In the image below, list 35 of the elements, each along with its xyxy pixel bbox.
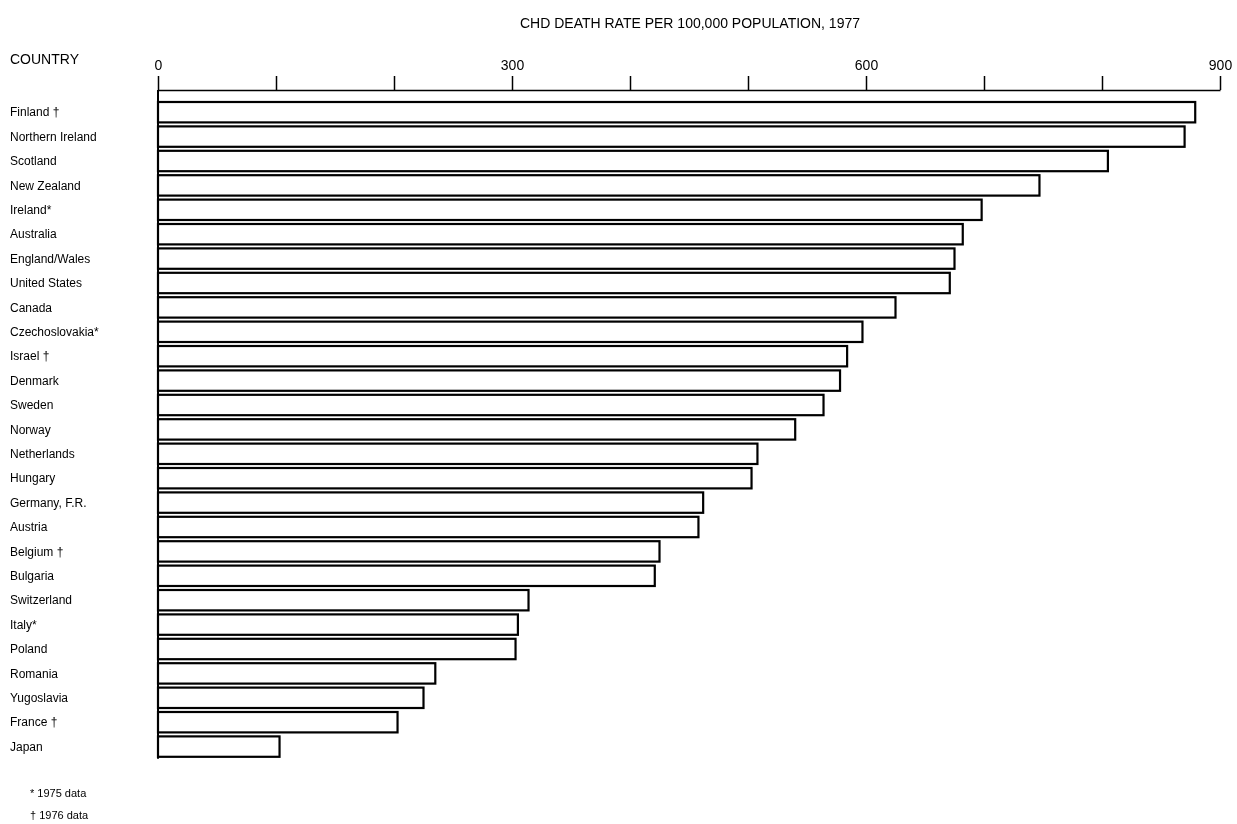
y-tick-label: Yugoslavia (10, 691, 69, 705)
y-tick-label: Belgium † (10, 544, 64, 559)
y-tick-label: Czechoslovakia* (10, 325, 100, 339)
y-tick-label: Canada (10, 300, 53, 315)
y-tick-label: Hungary (10, 471, 56, 486)
y-tick-label: Romania (10, 666, 59, 681)
y-tick-label: England/Wales (10, 251, 91, 266)
y-tick-label: Italy* (10, 617, 38, 632)
x-tick-label: 300 (500, 57, 525, 73)
y-tick-label: Scotland (10, 154, 57, 169)
chart-title: CHD DEATH RATE PER 100,000 POPULATION, 1977 (519, 15, 861, 31)
y-tick-label: Finland † (10, 105, 60, 120)
text: † 1976 data (30, 808, 89, 821)
y-tick-label: Australia (10, 227, 58, 242)
y-tick-label: Japan (10, 739, 43, 754)
y-tick-label: Denmark (10, 373, 60, 388)
y-tick-label: Israel † (10, 349, 50, 364)
y-tick-label: Bulgaria (10, 569, 55, 583)
y-tick-label: New Zealand (10, 178, 81, 193)
y-tick-label: Austria (10, 520, 48, 535)
x-tick-label: 0 (154, 57, 163, 73)
y-tick-label: France † (10, 715, 58, 730)
y-tick-label: Germany, F.R. (10, 495, 87, 510)
x-tick-label: 600 (854, 57, 879, 73)
y-tick-label: Norway (10, 422, 51, 437)
y-tick-label: Sweden (10, 398, 54, 413)
y-tick-label: Netherlands (10, 447, 75, 461)
y-tick-label: Poland (10, 642, 48, 657)
y-tick-label: Northern Ireland (10, 129, 97, 144)
y-tick-label: Ireland* (10, 203, 52, 217)
x-tick-label: 900 (1208, 57, 1233, 73)
text: * 1975 data (30, 786, 88, 799)
y-tick-label: United States (10, 276, 83, 291)
y-tick-label: Switzerland (10, 593, 73, 608)
y-axis-title: COUNTRY (10, 51, 80, 67)
